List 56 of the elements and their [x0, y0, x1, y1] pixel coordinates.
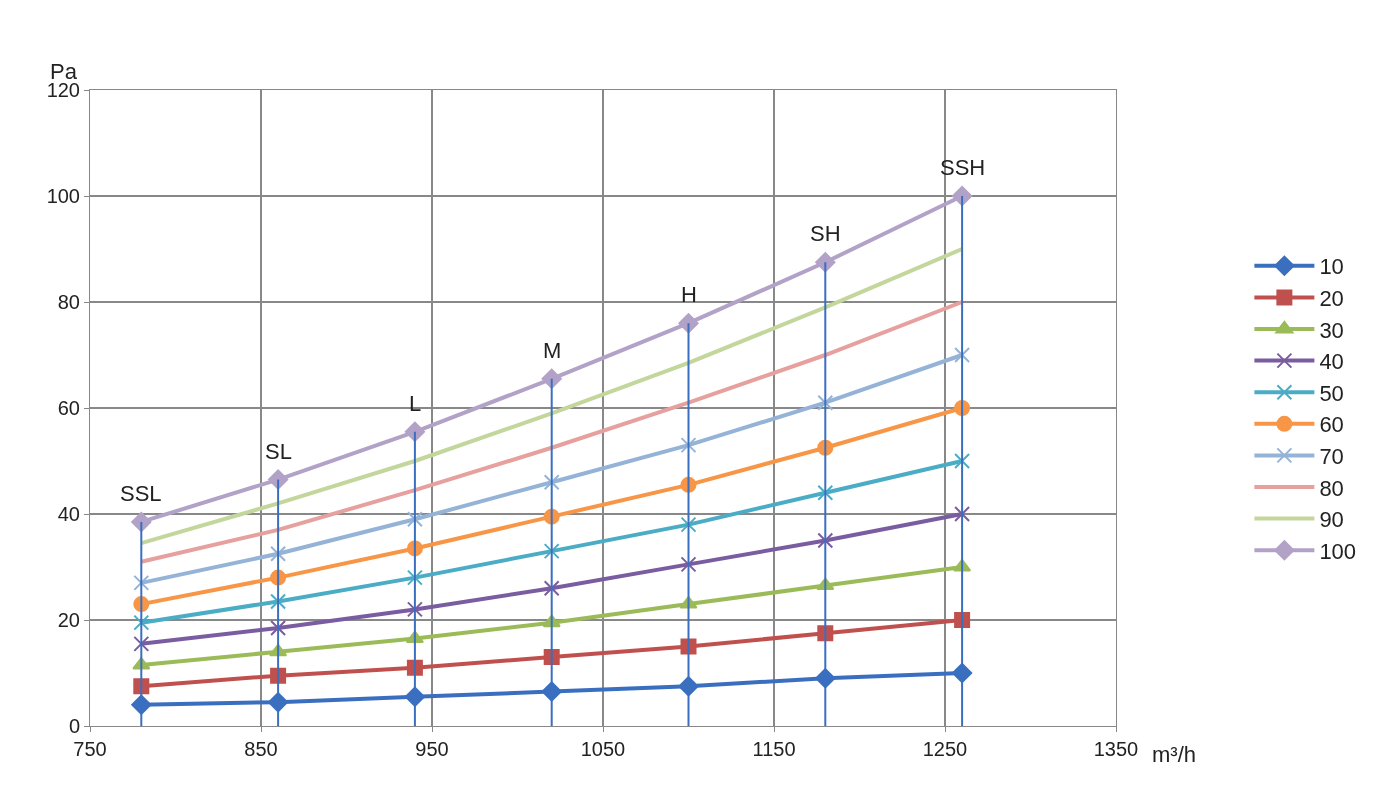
- point: [680, 516, 697, 533]
- legend-label: 50: [1319, 380, 1344, 406]
- point: [541, 368, 562, 389]
- point: [680, 437, 697, 454]
- legend-label: 20: [1319, 285, 1344, 311]
- legend-label: 70: [1319, 443, 1344, 469]
- annotation: SSH: [940, 155, 986, 180]
- x-tick-label: 1350: [1093, 738, 1139, 760]
- annotation: H: [681, 282, 697, 307]
- y-tick-label: 0: [68, 715, 80, 737]
- point: [270, 593, 287, 610]
- point: [404, 421, 425, 442]
- point: [543, 580, 560, 597]
- point: [817, 532, 834, 549]
- x-tick-label: 1050: [580, 738, 626, 760]
- point: [133, 574, 150, 591]
- y-tick-label: 20: [57, 609, 80, 631]
- x-tick-label: 950: [415, 738, 449, 760]
- point: [270, 545, 287, 562]
- annotation: SL: [265, 439, 292, 464]
- legend-label: 80: [1319, 475, 1344, 501]
- x-tick-label: 850: [244, 738, 278, 760]
- point: [133, 614, 150, 631]
- x-tick-label: 750: [73, 738, 107, 760]
- point: [543, 543, 560, 560]
- point: [406, 569, 423, 586]
- point: [817, 484, 834, 501]
- x-tick-label: 1250: [922, 738, 968, 760]
- legend-label: 30: [1319, 317, 1344, 343]
- legend-label: 10: [1319, 254, 1344, 280]
- annotation: L: [409, 391, 422, 416]
- point: [406, 601, 423, 618]
- point: [133, 635, 150, 652]
- point: [270, 619, 287, 636]
- y-tick-label: 80: [57, 291, 80, 313]
- legend-label: 100: [1319, 538, 1357, 564]
- legend-label: 40: [1319, 349, 1344, 375]
- annotation: M: [543, 338, 562, 363]
- point: [131, 511, 152, 533]
- legend-label: 90: [1319, 507, 1344, 533]
- y-tick-label: 60: [57, 397, 80, 419]
- point: [406, 511, 423, 528]
- point: [954, 347, 971, 363]
- point: [680, 556, 697, 573]
- annotation: SH: [810, 221, 841, 246]
- y-tick-label: 100: [46, 185, 80, 207]
- point: [817, 394, 834, 411]
- legend-label: 60: [1319, 412, 1344, 438]
- annotation: SSL: [120, 481, 162, 506]
- point: [543, 474, 560, 491]
- x-tick-label: 1150: [752, 738, 796, 760]
- point: [268, 469, 289, 490]
- x-axis-title: m³/h: [1152, 742, 1196, 767]
- y-tick-label: 40: [57, 503, 80, 525]
- point: [954, 453, 971, 469]
- point: [954, 506, 971, 522]
